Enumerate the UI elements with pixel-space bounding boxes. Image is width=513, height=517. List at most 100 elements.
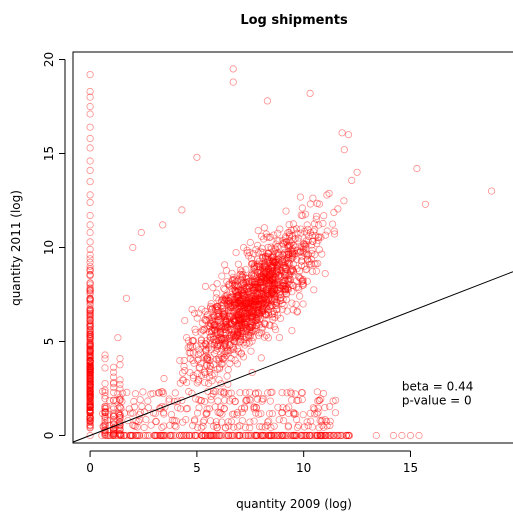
- data-point: [86, 363, 94, 371]
- data-point: [221, 336, 229, 345]
- data-point: [86, 403, 94, 411]
- data-point: [123, 431, 131, 440]
- data-point: [211, 304, 219, 312]
- data-point: [270, 273, 278, 281]
- data-point: [213, 289, 221, 297]
- data-point: [229, 280, 237, 288]
- data-point: [267, 265, 275, 274]
- data-point: [86, 322, 94, 330]
- data-point: [86, 392, 94, 400]
- data-point: [278, 408, 286, 417]
- data-point: [329, 397, 337, 405]
- data-point: [300, 240, 308, 248]
- data-point: [86, 326, 94, 334]
- data-point: [276, 294, 284, 302]
- data-point: [249, 283, 257, 291]
- data-point: [247, 347, 255, 355]
- data-point: [110, 412, 118, 421]
- data-point: [242, 333, 250, 341]
- data-point: [268, 285, 276, 293]
- data-point: [308, 431, 316, 440]
- data-point: [254, 389, 262, 397]
- data-point: [265, 409, 274, 418]
- data-point: [206, 362, 215, 370]
- data-point: [251, 295, 259, 303]
- data-point: [86, 361, 94, 369]
- data-point: [86, 382, 94, 390]
- data-point: [86, 357, 94, 366]
- data-point: [251, 325, 259, 333]
- data-point: [165, 395, 173, 403]
- data-point: [243, 396, 251, 404]
- data-point: [274, 403, 282, 411]
- data-point: [183, 404, 192, 413]
- data-point: [320, 423, 328, 431]
- data-point: [110, 373, 118, 381]
- data-point: [86, 267, 94, 275]
- data-point: [255, 307, 264, 315]
- data-point: [116, 425, 124, 433]
- data-point: [213, 355, 221, 364]
- data-point: [86, 317, 94, 325]
- data-point: [265, 431, 274, 440]
- data-point: [258, 298, 266, 307]
- data-point: [313, 431, 321, 440]
- data-point: [151, 431, 159, 440]
- data-point: [86, 378, 94, 386]
- data-point: [229, 431, 237, 440]
- data-point: [272, 306, 280, 314]
- data-point: [334, 205, 342, 213]
- data-point: [250, 301, 258, 309]
- x-tick-label: 0: [86, 461, 94, 475]
- data-point: [258, 304, 267, 312]
- data-point: [257, 232, 266, 240]
- data-point: [101, 423, 109, 431]
- data-point: [237, 297, 245, 305]
- data-point: [86, 364, 94, 372]
- data-point: [182, 405, 190, 413]
- data-point: [270, 309, 279, 317]
- data-point: [163, 431, 171, 440]
- data-point: [269, 257, 278, 265]
- data-point: [86, 353, 94, 361]
- data-point: [232, 309, 240, 317]
- data-point: [266, 271, 274, 279]
- data-point: [209, 431, 217, 440]
- data-point: [264, 290, 272, 298]
- data-point: [240, 296, 248, 304]
- data-point: [234, 347, 242, 355]
- data-point: [98, 387, 107, 395]
- data-point: [225, 297, 233, 305]
- data-point: [116, 393, 124, 401]
- data-point: [255, 410, 263, 418]
- data-point: [86, 191, 94, 199]
- data-point: [250, 261, 258, 270]
- data-point: [86, 198, 94, 206]
- data-point: [237, 312, 245, 320]
- data-point: [269, 278, 277, 287]
- data-point: [114, 404, 122, 412]
- data-point: [314, 397, 322, 405]
- data-point: [245, 281, 253, 290]
- data-point: [406, 431, 415, 440]
- data-point: [101, 392, 109, 400]
- data-point: [86, 296, 94, 304]
- data-point: [222, 292, 230, 300]
- data-point: [262, 285, 270, 294]
- data-point: [208, 431, 216, 440]
- data-point: [204, 431, 212, 440]
- data-point: [144, 397, 152, 405]
- data-point: [302, 431, 311, 440]
- data-point: [305, 258, 313, 266]
- data-point: [260, 224, 268, 232]
- data-point: [304, 255, 312, 263]
- data-point: [199, 431, 207, 440]
- data-point: [129, 243, 137, 252]
- data-point: [268, 269, 277, 277]
- data-point: [257, 431, 265, 440]
- data-point: [291, 410, 299, 418]
- data-point: [232, 334, 240, 342]
- data-point: [250, 292, 258, 300]
- data-point: [231, 326, 239, 334]
- data-point: [211, 305, 220, 313]
